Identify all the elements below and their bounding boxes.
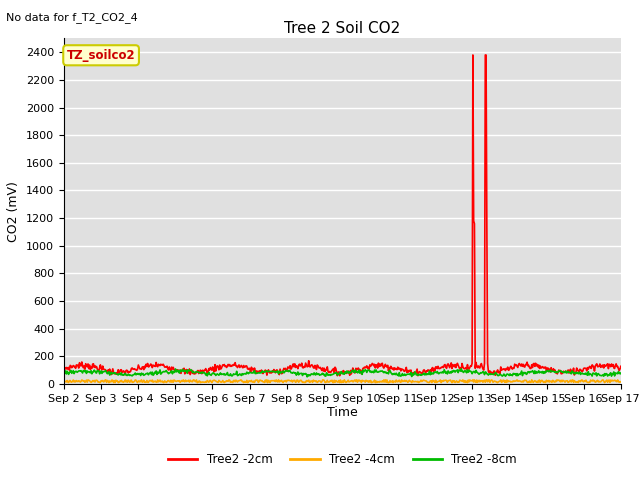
Tree2 -8cm <box>617 371 625 377</box>
Tree2 -4cm <box>617 379 625 384</box>
Tree2 -8cm <box>214 371 221 377</box>
Tree2 -8cm <box>60 372 68 377</box>
Legend: Tree2 -2cm, Tree2 -4cm, Tree2 -8cm: Tree2 -2cm, Tree2 -4cm, Tree2 -8cm <box>163 449 522 471</box>
Tree2 -2cm <box>428 369 435 375</box>
Tree2 -4cm <box>411 379 419 384</box>
Tree2 -8cm <box>70 371 78 376</box>
Text: No data for f_T2_CO2_4: No data for f_T2_CO2_4 <box>6 12 138 23</box>
Tree2 -4cm <box>128 379 136 385</box>
Tree2 -4cm <box>70 379 78 385</box>
Tree2 -4cm <box>214 380 222 385</box>
Tree2 -8cm <box>428 370 435 376</box>
Tree2 -4cm <box>105 380 113 385</box>
Tree2 -4cm <box>60 378 68 384</box>
Line: Tree2 -4cm: Tree2 -4cm <box>64 380 621 383</box>
Title: Tree 2 Soil CO2: Tree 2 Soil CO2 <box>284 21 401 36</box>
X-axis label: Time: Time <box>327 407 358 420</box>
Tree2 -2cm <box>184 371 192 376</box>
Tree2 -8cm <box>458 366 465 372</box>
Tree2 -2cm <box>214 363 221 369</box>
Tree2 -2cm <box>411 371 419 376</box>
Tree2 -8cm <box>303 374 311 380</box>
Tree2 -4cm <box>185 377 193 383</box>
Line: Tree2 -8cm: Tree2 -8cm <box>64 369 621 377</box>
Text: TZ_soilco2: TZ_soilco2 <box>67 49 136 62</box>
Tree2 -2cm <box>60 363 68 369</box>
Tree2 -4cm <box>528 377 536 383</box>
Tree2 -2cm <box>333 373 341 379</box>
Tree2 -2cm <box>617 363 625 369</box>
Y-axis label: CO2 (mV): CO2 (mV) <box>8 181 20 241</box>
Tree2 -4cm <box>428 378 435 384</box>
Tree2 -8cm <box>184 367 192 372</box>
Tree2 -2cm <box>127 366 135 372</box>
Tree2 -8cm <box>127 372 135 378</box>
Tree2 -8cm <box>411 369 419 375</box>
Line: Tree2 -2cm: Tree2 -2cm <box>64 55 621 376</box>
Tree2 -2cm <box>469 52 477 58</box>
Tree2 -2cm <box>70 364 78 370</box>
